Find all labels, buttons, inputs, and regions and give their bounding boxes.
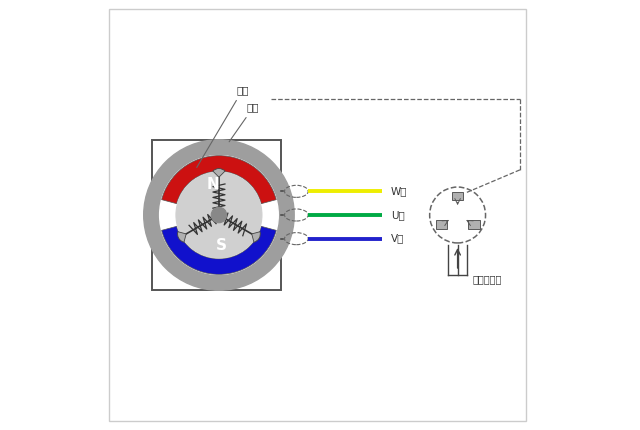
Bar [152, 140, 281, 290]
Wedge shape [162, 156, 276, 204]
Circle shape [383, 188, 389, 194]
Circle shape [159, 156, 278, 274]
FancyBboxPatch shape [436, 221, 447, 229]
Text: 定子: 定子 [229, 102, 259, 142]
Circle shape [383, 236, 389, 242]
Wedge shape [252, 232, 260, 242]
Text: N: N [206, 177, 219, 191]
Text: 转子: 转子 [196, 85, 249, 167]
FancyBboxPatch shape [452, 192, 463, 200]
Text: 位置传感器: 位置传感器 [473, 274, 502, 285]
Text: W相: W相 [391, 186, 408, 197]
Text: S: S [216, 239, 227, 253]
FancyBboxPatch shape [468, 221, 479, 229]
Wedge shape [213, 169, 225, 177]
Circle shape [211, 207, 227, 223]
Wedge shape [162, 226, 276, 274]
Circle shape [144, 140, 294, 290]
Circle shape [383, 212, 389, 218]
Circle shape [176, 172, 262, 258]
Text: U相: U相 [391, 210, 404, 220]
Text: V相: V相 [391, 233, 404, 244]
Wedge shape [177, 232, 186, 242]
